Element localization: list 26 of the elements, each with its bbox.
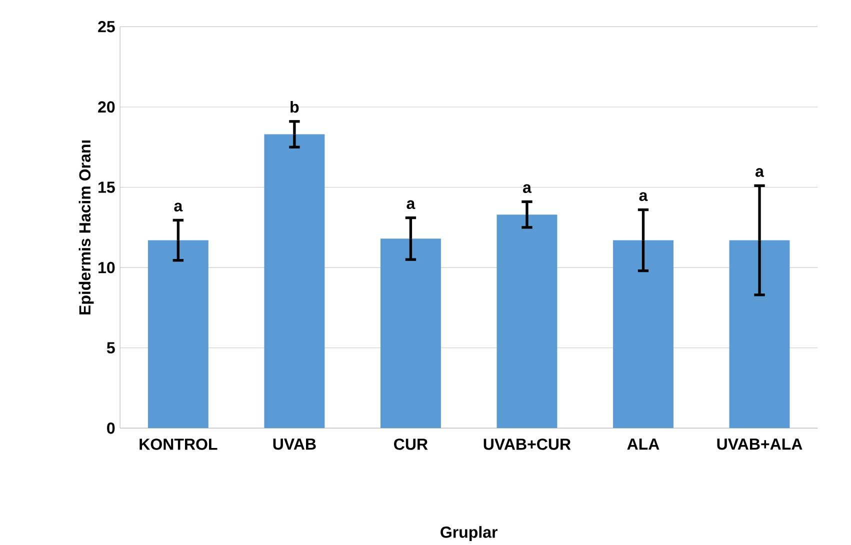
x-axis-title: Gruplar [440,526,498,541]
x-tick-label: CUR [394,438,428,450]
annotation: a [174,202,183,212]
annotation: a [522,184,532,193]
bar [496,214,558,428]
annotation: a [756,168,764,177]
x-tick-label: UVAB [273,438,316,450]
y-tick-label: 20 [98,101,115,112]
annotation: b [290,100,299,112]
bar [148,240,208,428]
annotation: a [639,192,648,201]
y-axis-title: Epidermis Hacim Oranı [78,140,94,314]
bar [380,238,441,428]
bar [613,240,674,428]
y-tick-label: 25 [98,20,115,32]
annotation: a [406,200,416,209]
x-tick-label: UVAB+ALA [717,438,802,450]
x-tick-label: KONTROL [140,438,218,450]
y-tick-label: 15 [98,181,115,193]
y-tick-label: 0 [107,422,115,434]
y-tick-label: 10 [98,262,115,273]
bar [264,134,325,428]
x-tick-label: UVAB+CUR [484,438,571,450]
y-tick-label: 5 [106,342,115,354]
bar [729,240,790,428]
x-tick-label: ALA [627,438,660,450]
